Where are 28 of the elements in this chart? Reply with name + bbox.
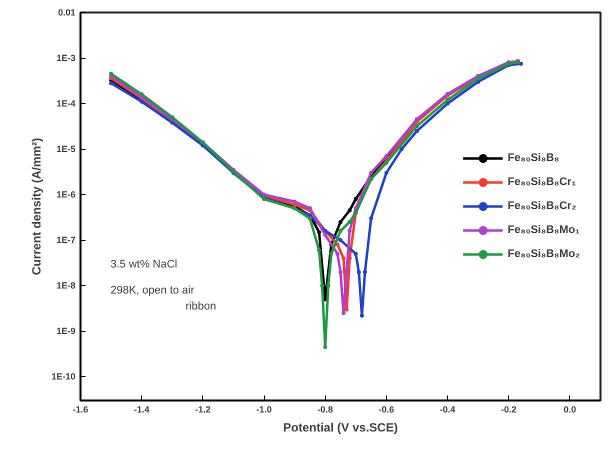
annotation: ribbon — [186, 300, 216, 312]
y-tick-label: 1E-4 — [56, 98, 76, 109]
x-tick-label: -0.6 — [378, 404, 394, 414]
x-tick-label: -0.8 — [317, 404, 333, 414]
legend-label: Fe₈₀Si₈B₈Cr₂ — [508, 200, 576, 212]
annotation: 298K, open to air — [110, 284, 195, 296]
legend-label: Fe₈₀Si₈B₈Mo₁ — [508, 224, 580, 236]
x-tick-label: 0.0 — [564, 404, 576, 414]
legend-label: Fe₈₀Si₈B₈Cr₁ — [508, 176, 576, 188]
y-tick-label: 1E-8 — [56, 280, 76, 291]
x-tick-label: -1.4 — [134, 404, 150, 414]
y-tick-label: 1E-10 — [51, 372, 76, 382]
annotation: 3.5 wt% NaCl — [110, 258, 178, 270]
x-tick-label: -1.2 — [195, 404, 211, 414]
y-tick-label: 1E-5 — [56, 144, 76, 154]
y-tick-label: 1E-6 — [56, 190, 76, 200]
y-tick-label: 1E-9 — [56, 326, 76, 336]
y-tick-label: 1E-7 — [56, 235, 76, 246]
x-tick-label: -0.2 — [500, 404, 516, 414]
legend-label: Fe₈₀Si₈B₈Mo₂ — [508, 248, 580, 260]
y-axis-title: Current density (A/mm²) — [29, 138, 44, 276]
x-tick-label: -0.4 — [440, 404, 456, 414]
x-tick-label: -1.6 — [72, 404, 88, 414]
x-axis-title: Potential (V vs.SCE) — [283, 420, 398, 434]
x-tick-label: -1.0 — [256, 404, 272, 414]
y-tick-label: 0.01 — [58, 8, 76, 18]
y-tick-label: 1E-3 — [56, 53, 76, 64]
legend-label: Fe₈₀Si₈B₈ — [508, 152, 560, 164]
